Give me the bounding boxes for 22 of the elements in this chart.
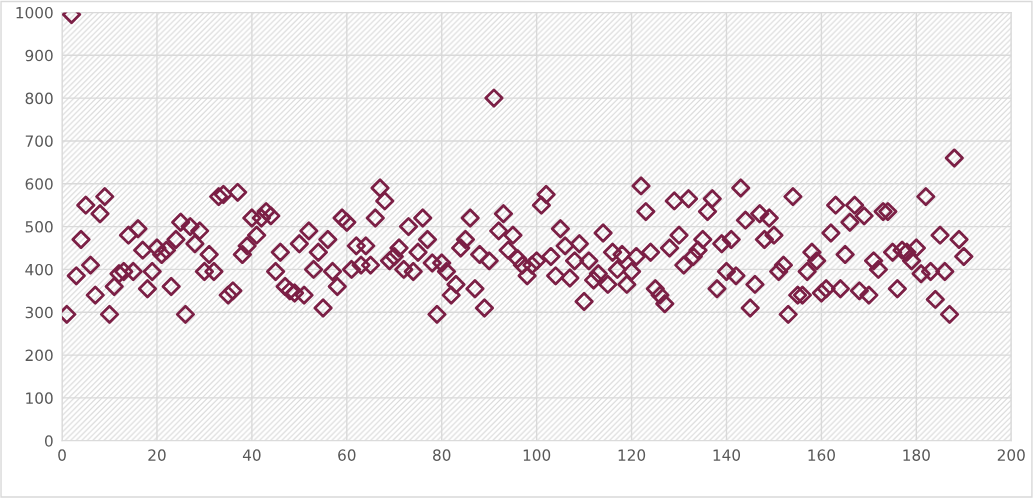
y-tick-label: 700	[25, 135, 53, 147]
x-tick-label: 40	[242, 449, 261, 461]
y-tick-label: 1000	[16, 6, 53, 19]
x-tick-label: 80	[433, 449, 451, 461]
x-tick-label: 0	[58, 449, 66, 461]
y-tick-label: 300	[25, 306, 53, 319]
x-tick-label: 200	[997, 449, 1025, 461]
y-tick-label: 600	[25, 178, 53, 190]
y-tick-label: 500	[25, 221, 53, 233]
y-tick-label: 400	[25, 263, 53, 276]
x-tick-label: 120	[618, 449, 646, 461]
y-tick-label: 900	[25, 49, 53, 62]
y-tick-label: 200	[25, 349, 53, 362]
x-tick-label: 180	[903, 449, 930, 461]
y-tick-label: 100	[26, 392, 53, 404]
x-tick-label: 60	[338, 449, 356, 461]
y-tick-label: 0	[44, 435, 53, 447]
x-tick-label: 140	[713, 449, 741, 461]
y-tick-label: 800	[25, 92, 53, 105]
x-tick-label: 160	[808, 449, 835, 461]
x-tick-label: 100	[523, 449, 551, 461]
x-tick-label: 20	[148, 449, 166, 461]
